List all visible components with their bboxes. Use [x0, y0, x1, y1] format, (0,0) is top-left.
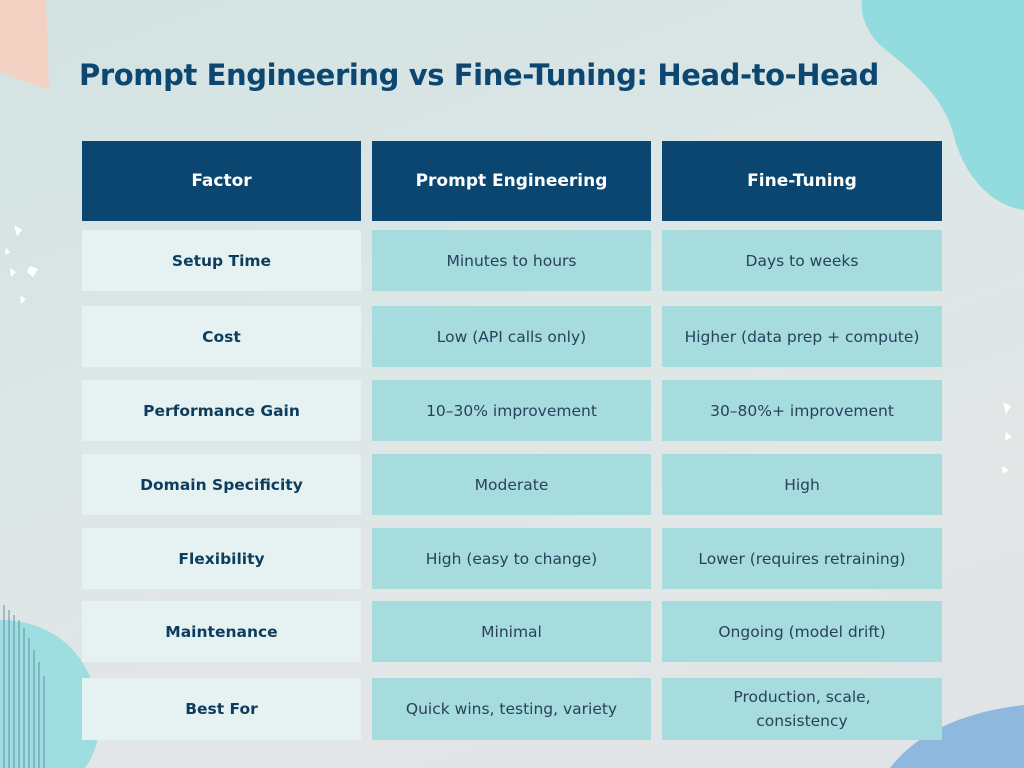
finetune-cell: Ongoing (model drift) — [662, 601, 942, 662]
prompt-value: Low (API calls only) — [436, 327, 587, 346]
bottom-right-blob — [890, 705, 1024, 768]
prompt-cell: Moderate — [372, 454, 651, 515]
header-fine-tuning: Fine-Tuning — [662, 141, 942, 221]
factor-label: Domain Specificity — [140, 475, 303, 494]
header-prompt-engineering-label: Prompt Engineering — [415, 171, 608, 191]
factor-cell: Setup Time — [82, 230, 361, 291]
factor-cell: Domain Specificity — [82, 454, 361, 515]
top-left-peach-shape — [0, 0, 49, 90]
header-fine-tuning-label: Fine-Tuning — [747, 171, 857, 191]
finetune-value: Ongoing (model drift) — [718, 622, 886, 641]
prompt-value: Minimal — [481, 622, 542, 641]
prompt-cell: 10–30% improvement — [372, 380, 651, 441]
finetune-cell: Higher (data prep + compute) — [662, 306, 942, 367]
factor-cell: Best For — [82, 678, 361, 740]
factor-cell: Performance Gain — [82, 380, 361, 441]
header-prompt-engineering: Prompt Engineering — [372, 141, 651, 221]
finetune-cell: Production, scale, consistency — [662, 678, 942, 740]
factor-label: Setup Time — [171, 251, 272, 270]
prompt-cell: Minutes to hours — [372, 230, 651, 291]
finetune-value: High — [784, 475, 820, 494]
prompt-cell: Minimal — [372, 601, 651, 662]
prompt-value: Quick wins, testing, variety — [405, 700, 618, 718]
finetune-cell: 30–80%+ improvement — [662, 380, 942, 441]
prompt-value: High (easy to change) — [425, 549, 598, 568]
factor-label: Maintenance — [165, 622, 278, 641]
header-factor-label: Factor — [191, 171, 252, 191]
finetune-value: Higher (data prep + compute) — [684, 327, 920, 346]
right-confetti — [1002, 402, 1012, 474]
factor-cell: Flexibility — [82, 528, 361, 589]
factor-label: Flexibility — [178, 549, 265, 568]
left-vertical-lines — [3, 605, 45, 768]
finetune-cell: Days to weeks — [662, 230, 942, 291]
finetune-cell: Lower (requires retraining) — [662, 528, 942, 589]
prompt-value: 10–30% improvement — [426, 401, 597, 420]
factor-label: Performance Gain — [143, 401, 300, 420]
prompt-cell: Quick wins, testing, variety — [372, 678, 651, 740]
finetune-value: 30–80%+ improvement — [710, 401, 894, 420]
factor-label: Cost — [202, 327, 241, 346]
top-right-blob — [861, 0, 1024, 210]
page-title: Prompt Engineering vs Fine-Tuning: Head-… — [79, 58, 879, 92]
prompt-value: Moderate — [474, 475, 549, 494]
prompt-cell: Low (API calls only) — [372, 306, 651, 367]
left-confetti — [5, 225, 38, 304]
header-factor: Factor — [82, 141, 361, 221]
prompt-value: Minutes to hours — [446, 251, 577, 270]
finetune-value: Lower (requires retraining) — [698, 549, 906, 568]
factor-label: Best For — [185, 700, 258, 718]
prompt-cell: High (easy to change) — [372, 528, 651, 589]
bottom-left-blob — [0, 620, 100, 768]
finetune-value: Production, scale, consistency — [733, 688, 871, 730]
finetune-cell: High — [662, 454, 942, 515]
finetune-value: Days to weeks — [745, 251, 859, 270]
factor-cell: Cost — [82, 306, 361, 367]
factor-cell: Maintenance — [82, 601, 361, 662]
